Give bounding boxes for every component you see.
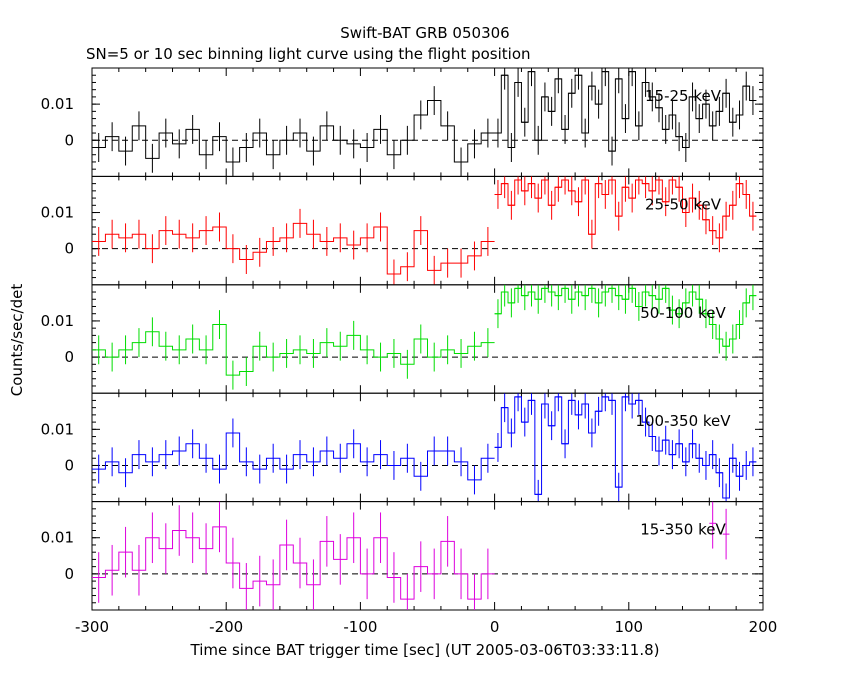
y-tick-label: 0 xyxy=(64,131,74,149)
panel-data xyxy=(92,284,757,390)
band-label: 25-50 keV xyxy=(645,195,722,213)
x-tick-label: -100 xyxy=(343,618,377,636)
y-tick-label: 0 xyxy=(64,565,74,583)
panel-2: 0 0.01 25-50 keV xyxy=(41,175,764,286)
panel-data xyxy=(92,393,757,502)
data-step-line xyxy=(92,432,495,481)
y-axis-label: Counts/sec/det xyxy=(8,284,26,397)
y-tick-label: 0 xyxy=(64,240,74,258)
y-tick-label: 0.01 xyxy=(41,420,74,438)
y-tick-label: 0 xyxy=(64,456,74,474)
y-tick-label: 0.01 xyxy=(41,204,74,222)
panel-data xyxy=(92,68,757,177)
panel-1: 0 0.01 15-25 keV xyxy=(41,67,764,177)
band-label: 50-100 keV xyxy=(640,304,726,322)
y-tick-label: 0 xyxy=(64,348,74,366)
y-tick-label: 0.01 xyxy=(41,529,74,547)
data-step-line xyxy=(92,222,495,275)
x-tick-label: 100 xyxy=(614,618,643,636)
panel-3: 0 0.01 50-100 keV xyxy=(41,284,764,394)
panel-data xyxy=(92,501,730,610)
band-label: 100-350 keV xyxy=(635,412,731,430)
x-tick-label: -300 xyxy=(75,618,109,636)
y-tick-label: 0.01 xyxy=(41,95,74,113)
x-axis-ticks: -300 -200 -100 0 100 200 xyxy=(75,618,777,636)
data-step-line xyxy=(92,100,495,163)
panel-5: 0 0.01 15-350 keV xyxy=(41,501,764,611)
x-tick-label: 200 xyxy=(749,618,778,636)
x-tick-label: 0 xyxy=(490,618,500,636)
band-label: 15-350 keV xyxy=(640,521,726,539)
panel-frame xyxy=(91,501,764,611)
y-tick-label: 0.01 xyxy=(41,312,74,330)
panels: 0 0.01 15-25 keV 0 0.01 25-50 keV 0 0.01 50-100 … xyxy=(41,67,764,611)
panel-data xyxy=(92,176,757,285)
chart-title: Swift-BAT GRB 050306 xyxy=(340,24,509,42)
chart-subtitle: SN=5 or 10 sec binning light curve using… xyxy=(86,45,531,63)
x-axis-label: Time since BAT trigger time [sec] (UT 20… xyxy=(190,641,660,659)
x-tick-label: -200 xyxy=(209,618,243,636)
panel-4: 0 0.01 100-350 keV xyxy=(41,392,764,503)
data-step-line xyxy=(92,526,495,600)
data-step-line xyxy=(92,324,495,376)
band-label: 15-25 keV xyxy=(645,87,722,105)
